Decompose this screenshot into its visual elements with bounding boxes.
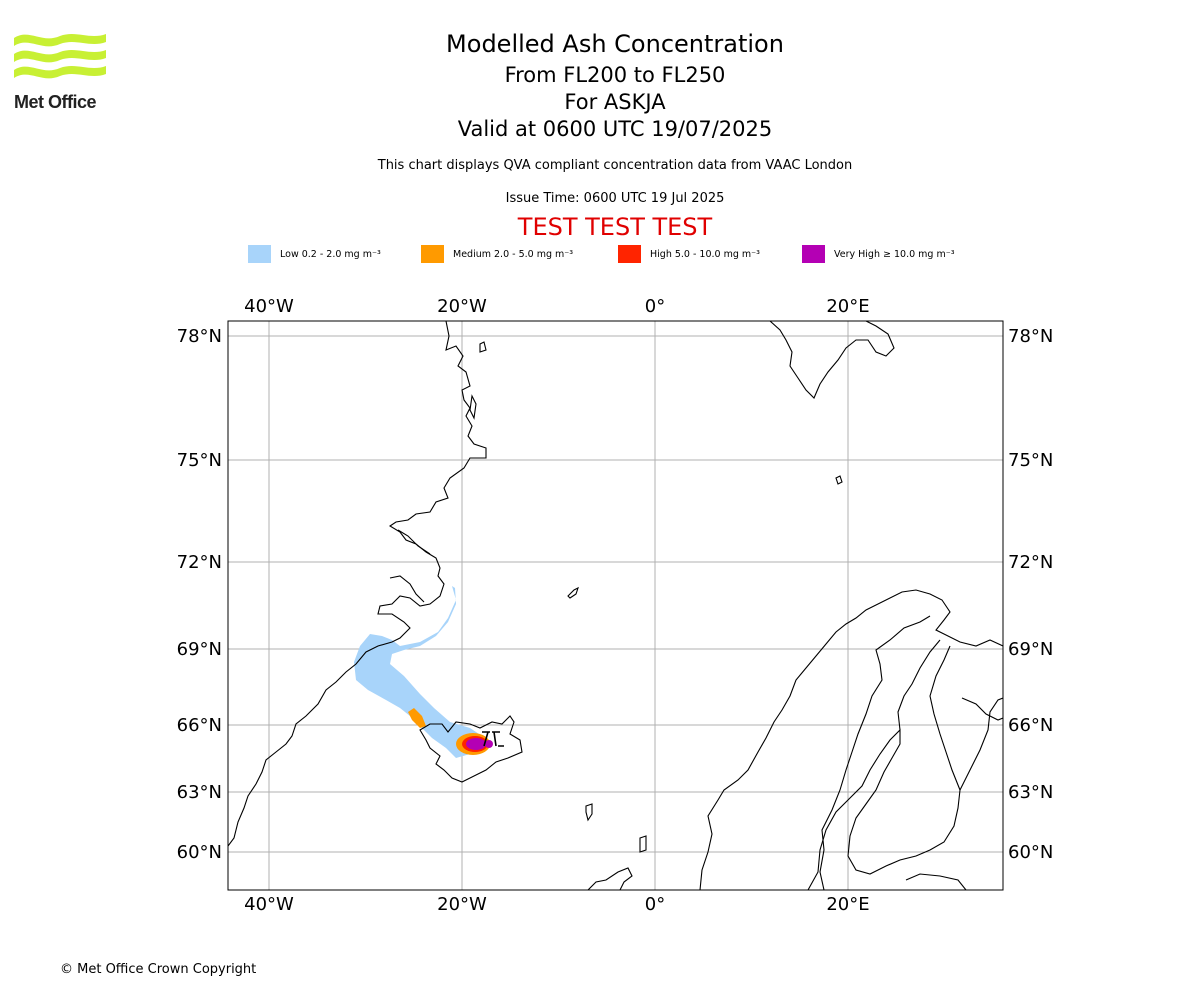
lat-label-right-75n: 75°N: [1008, 450, 1053, 471]
map-area: 40°W 20°W 0° 20°E 40°W 20°W 0° 20°E 78°N…: [0, 280, 1200, 920]
lon-label-top-20w: 20°W: [437, 296, 487, 317]
lat-label-right-69n: 69°N: [1008, 639, 1053, 660]
issue-time: Issue Time: 0600 UTC 19 Jul 2025: [505, 191, 725, 206]
legend-item-low: Low 0.2 - 2.0 mg m⁻³: [248, 244, 381, 264]
coast-sweden-finland: [807, 645, 961, 890]
coast-estonia: [905, 873, 967, 890]
lat-label-right-72n: 72°N: [1008, 552, 1053, 573]
lat-labels-right: 78°N 75°N 72°N 69°N 66°N 63°N 60°N: [1008, 326, 1053, 863]
coast-greenland-island-2: [469, 394, 477, 420]
ash-core-very-high: [466, 738, 486, 750]
legend-swatch-very-high: [802, 245, 825, 263]
coast-shetland: [639, 835, 647, 853]
lat-label-left-63n: 63°N: [177, 782, 222, 803]
lon-labels-bottom: 40°W 20°W 0° 20°E: [244, 894, 869, 915]
coast-faroes: [585, 803, 593, 822]
coast-scotland: [587, 867, 633, 890]
coast-greenland-fjord-2: [397, 529, 431, 555]
legend-item-medium: Medium 2.0 - 5.0 mg m⁻³: [421, 244, 573, 264]
lat-label-left-66n: 66°N: [177, 715, 222, 736]
lon-label-top-20e: 20°E: [826, 296, 869, 317]
map-frame: [227, 320, 1004, 891]
copyright-notice: © Met Office Crown Copyright: [60, 962, 257, 977]
lon-label-top-0: 0°: [645, 296, 665, 317]
coast-svalbard: [769, 321, 895, 399]
legend-label-medium: Medium 2.0 - 5.0 mg m⁻³: [453, 248, 574, 260]
lat-label-left-60n: 60°N: [177, 842, 222, 863]
coast-jan-mayen: [567, 586, 579, 599]
lon-labels-top: 40°W 20°W 0° 20°E: [244, 296, 869, 317]
logo-wordmark: Met Office: [14, 92, 97, 112]
legend-swatch-medium: [421, 245, 444, 263]
ash-map: 40°W 20°W 0° 20°E 40°W 20°W 0° 20°E 78°N…: [177, 296, 1054, 915]
lon-label-bottom-40w: 40°W: [244, 894, 294, 915]
lat-label-left-75n: 75°N: [177, 450, 222, 471]
lat-label-right-66n: 66°N: [1008, 715, 1053, 736]
border-norway-sweden: [819, 615, 931, 890]
volcano-marker: [482, 731, 504, 747]
lat-label-right-78n: 78°N: [1008, 326, 1053, 347]
lon-label-bottom-20w: 20°W: [437, 894, 487, 915]
volcano-name: For ASKJA: [564, 90, 666, 114]
met-office-logo: Met Office: [14, 30, 108, 114]
coastlines: [228, 321, 1003, 890]
flight-level-range: From FL200 to FL250: [504, 63, 726, 87]
legend-item-very-high: Very High ≥ 10.0 mg m⁻³: [802, 244, 955, 264]
legend-swatch-low: [248, 245, 271, 263]
legend-swatch-high: [618, 245, 641, 263]
lat-label-right-63n: 63°N: [1008, 782, 1053, 803]
lat-label-left-72n: 72°N: [177, 552, 222, 573]
legend-label-very-high: Very High ≥ 10.0 mg m⁻³: [834, 248, 955, 260]
legend-label-low: Low 0.2 - 2.0 mg m⁻³: [280, 248, 381, 260]
test-banner: TEST TEST TEST: [517, 213, 713, 241]
lat-labels-left: 78°N 75°N 72°N 69°N 66°N 63°N 60°N: [177, 326, 222, 863]
lon-label-bottom-0: 0°: [645, 894, 665, 915]
coast-greenland: [228, 321, 487, 847]
coast-iceland: [419, 715, 523, 783]
legend-label-high: High 5.0 - 10.0 mg m⁻³: [650, 248, 760, 260]
met-office-waves-icon: [14, 34, 106, 79]
lat-label-right-60n: 60°N: [1008, 842, 1053, 863]
ash-core-vent: [485, 740, 493, 748]
coast-greenland-fjord-1: [389, 575, 425, 603]
lat-label-left-69n: 69°N: [177, 639, 222, 660]
border-finland-russia: [959, 697, 1003, 791]
border-sweden-finland: [897, 639, 941, 731]
coast-bear-island: [835, 475, 843, 485]
coast-kola: [961, 697, 1003, 721]
lat-label-left-78n: 78°N: [177, 326, 222, 347]
legend-item-high: High 5.0 - 10.0 mg m⁻³: [618, 244, 760, 264]
compliance-note: This chart displays QVA compliant concen…: [377, 158, 853, 173]
coast-norway: [699, 589, 1003, 890]
graticule: [228, 321, 1003, 890]
ash-plume-medium-streak: [408, 708, 426, 728]
chart-title: Modelled Ash Concentration: [446, 30, 784, 58]
lon-label-top-40w: 40°W: [244, 296, 294, 317]
lon-label-bottom-20e: 20°E: [826, 894, 869, 915]
valid-time: Valid at 0600 UTC 19/07/2025: [457, 117, 773, 141]
coast-greenland-island-1: [479, 341, 487, 353]
